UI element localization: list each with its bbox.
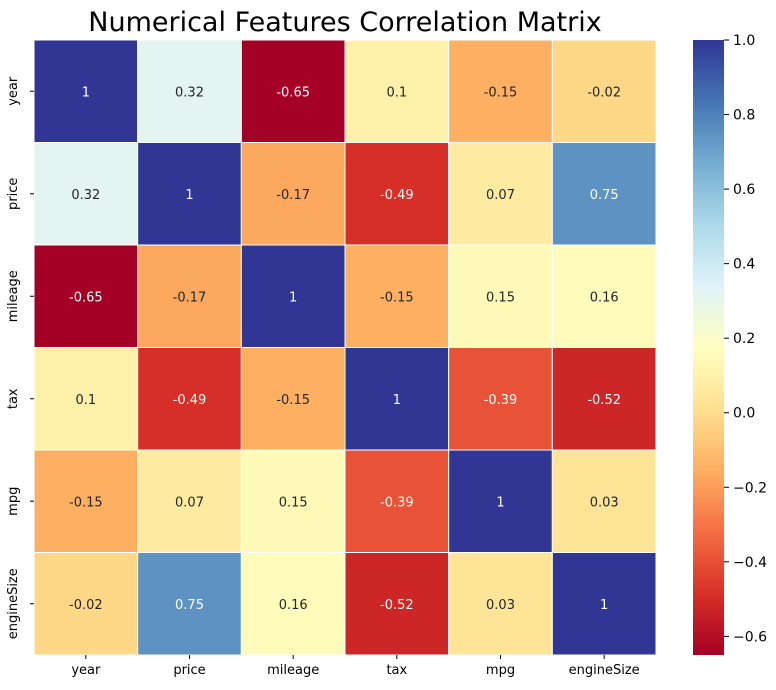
y-tick-label: engineSize	[6, 568, 21, 639]
colorbar-tick-label: 1.0	[733, 33, 755, 49]
heatmap-cell	[137, 347, 242, 451]
heatmap-cell	[551, 347, 657, 451]
heatmap-cell	[551, 552, 657, 656]
cell-value-label: 0.16	[279, 598, 308, 613]
x-tick-label: year	[71, 663, 101, 678]
y-tick-label: year	[6, 76, 21, 106]
heatmap-cell	[344, 244, 450, 348]
colorbar-tick-label: 0.6	[733, 182, 755, 198]
cell-value-label: 1	[600, 598, 608, 613]
cell-value-label: 1	[82, 85, 90, 100]
cell-value-label: 0.1	[386, 85, 407, 100]
heatmap-cell	[551, 142, 657, 246]
colorbar-tick-label: 0.0	[733, 406, 755, 422]
heatmap-cell	[33, 244, 139, 348]
cell-value-label: 0.07	[175, 495, 204, 510]
y-tick-label: price	[6, 178, 21, 210]
cell-value-label: 0.15	[486, 290, 515, 305]
cell-value-label: -0.52	[380, 598, 414, 613]
colorbar: −0.6 −0.4 −0.2 0.0 0.2 0.4 0.6 0.8 1.0	[693, 33, 767, 655]
heatmap-cell	[448, 449, 553, 553]
chart-title: Numerical Features Correlation Matrix	[88, 7, 601, 38]
colorbar-tick-label: 0.8	[733, 108, 755, 124]
colorbar-tick-label: −0.2	[733, 480, 767, 496]
cell-value-label: -0.02	[587, 85, 621, 100]
cell-value-label: -0.49	[380, 188, 414, 203]
heatmap-cell	[33, 347, 139, 451]
heatmap-cell	[137, 142, 242, 246]
cell-value-label: -0.02	[69, 598, 103, 613]
heatmap-cell	[344, 449, 450, 553]
cell-value-label: 0.75	[175, 598, 204, 613]
cell-value-label: 0.16	[590, 290, 619, 305]
colorbar-tick-label: −0.6	[733, 629, 767, 645]
heatmap-cell	[240, 244, 346, 348]
x-tick-label: mileage	[267, 663, 319, 678]
cell-value-label: 0.15	[279, 495, 308, 510]
cell-value-label: 1	[496, 495, 504, 510]
cell-value-label: -0.52	[587, 393, 621, 408]
heatmap-cell	[240, 39, 346, 143]
cell-value-label: -0.65	[276, 85, 310, 100]
heatmap-cell	[448, 39, 553, 143]
cell-value-label: 0.32	[175, 85, 204, 100]
heatmap-cell	[448, 347, 553, 451]
x-axis: year price mileage tax mpg engineSize	[71, 655, 640, 678]
heatmap-cell	[344, 142, 450, 246]
cell-value-label: -0.65	[69, 290, 103, 305]
heatmap-cell	[448, 552, 553, 656]
heatmap-cell	[551, 244, 657, 348]
heatmap-cell	[551, 39, 657, 143]
cell-value-label: 0.75	[590, 188, 619, 203]
heatmap-cell	[240, 449, 346, 553]
cell-value-label: 1	[185, 188, 193, 203]
cell-value-label: 0.03	[590, 495, 619, 510]
cell-value-label: 0.32	[71, 188, 100, 203]
x-tick-label: price	[173, 663, 205, 678]
y-axis: year price mileage tax mpg engineSize	[6, 76, 34, 639]
colorbar-tick-label: 0.4	[733, 257, 755, 273]
cell-value-label: -0.15	[380, 290, 414, 305]
heatmap-cell	[33, 449, 139, 553]
heatmap-cells	[33, 39, 657, 656]
heatmap-cell	[344, 39, 450, 143]
colorbar-tick-label: 0.2	[733, 331, 755, 347]
y-tick-label: tax	[6, 388, 21, 409]
heatmap-cell	[33, 552, 139, 656]
y-tick-label: mileage	[6, 270, 21, 322]
x-tick-label: engineSize	[569, 663, 640, 678]
x-tick-label: mpg	[486, 663, 515, 678]
x-tick-label: tax	[386, 663, 407, 678]
cell-value-label: 1	[289, 290, 297, 305]
heatmap-cell	[137, 39, 242, 143]
cell-value-label: 0.1	[75, 393, 96, 408]
cell-value-label: -0.49	[173, 393, 207, 408]
heatmap-cell	[33, 39, 139, 143]
cell-value-label: 0.07	[486, 188, 515, 203]
cell-value-label: 1	[393, 393, 401, 408]
heatmap-cell	[137, 244, 242, 348]
cell-value-label: -0.17	[173, 290, 207, 305]
y-tick-label: mpg	[6, 487, 21, 516]
cell-value-label: -0.39	[380, 495, 414, 510]
colorbar-tick-label: −0.4	[733, 555, 767, 571]
cell-value-label: 0.03	[486, 598, 515, 613]
cell-value-label: -0.17	[276, 188, 310, 203]
cell-value-label: -0.39	[484, 393, 518, 408]
colorbar-gradient	[693, 40, 724, 655]
cell-value-label: -0.15	[484, 85, 518, 100]
heatmap-cell	[448, 244, 553, 348]
heatmap-cell	[344, 347, 450, 451]
heatmap-cell	[551, 449, 657, 553]
cell-value-label: -0.15	[276, 393, 310, 408]
heatmap-cell-labels: 1 0.32 -0.65 0.1 -0.15 -0.02 0.32 1 -0.17 -0.49 0.…	[69, 85, 621, 613]
heatmap-cell	[240, 347, 346, 451]
cell-value-label: -0.15	[69, 495, 103, 510]
